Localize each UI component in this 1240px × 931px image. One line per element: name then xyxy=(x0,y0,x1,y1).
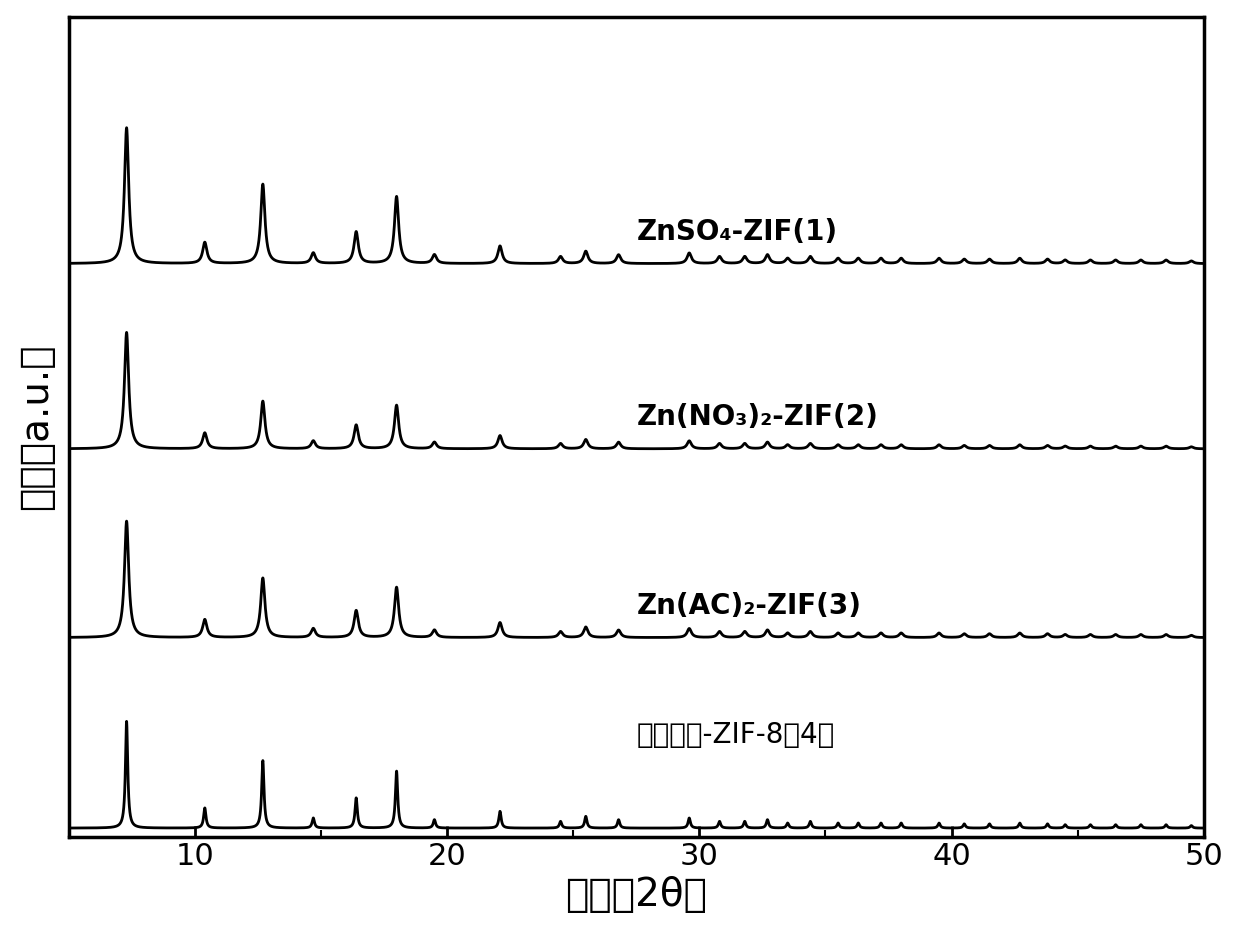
X-axis label: 角度（2θ）: 角度（2θ） xyxy=(565,876,707,914)
Text: Zn(AC)₂-ZIF(3): Zn(AC)₂-ZIF(3) xyxy=(636,592,862,620)
Y-axis label: 强度（a.u.）: 强度（a.u.） xyxy=(16,344,55,510)
Text: 模拟结果-ZIF-8（4）: 模拟结果-ZIF-8（4） xyxy=(636,721,835,749)
Text: Zn(NO₃)₂-ZIF(2): Zn(NO₃)₂-ZIF(2) xyxy=(636,403,878,431)
Text: ZnSO₄-ZIF(1): ZnSO₄-ZIF(1) xyxy=(636,218,837,246)
